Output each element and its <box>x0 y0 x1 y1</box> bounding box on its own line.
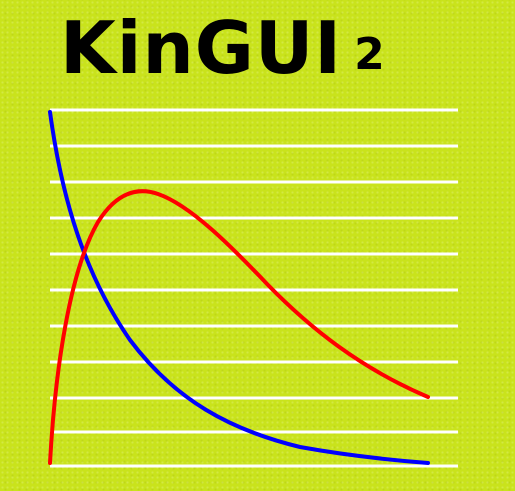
logo-title: KinGUI 2 <box>60 4 385 92</box>
grid-lines <box>50 108 458 468</box>
version-label: 2 <box>354 29 385 80</box>
red-peak-curve <box>48 189 430 465</box>
blue-decay-curve <box>48 110 430 465</box>
logo-text: KinGUI <box>60 6 343 90</box>
